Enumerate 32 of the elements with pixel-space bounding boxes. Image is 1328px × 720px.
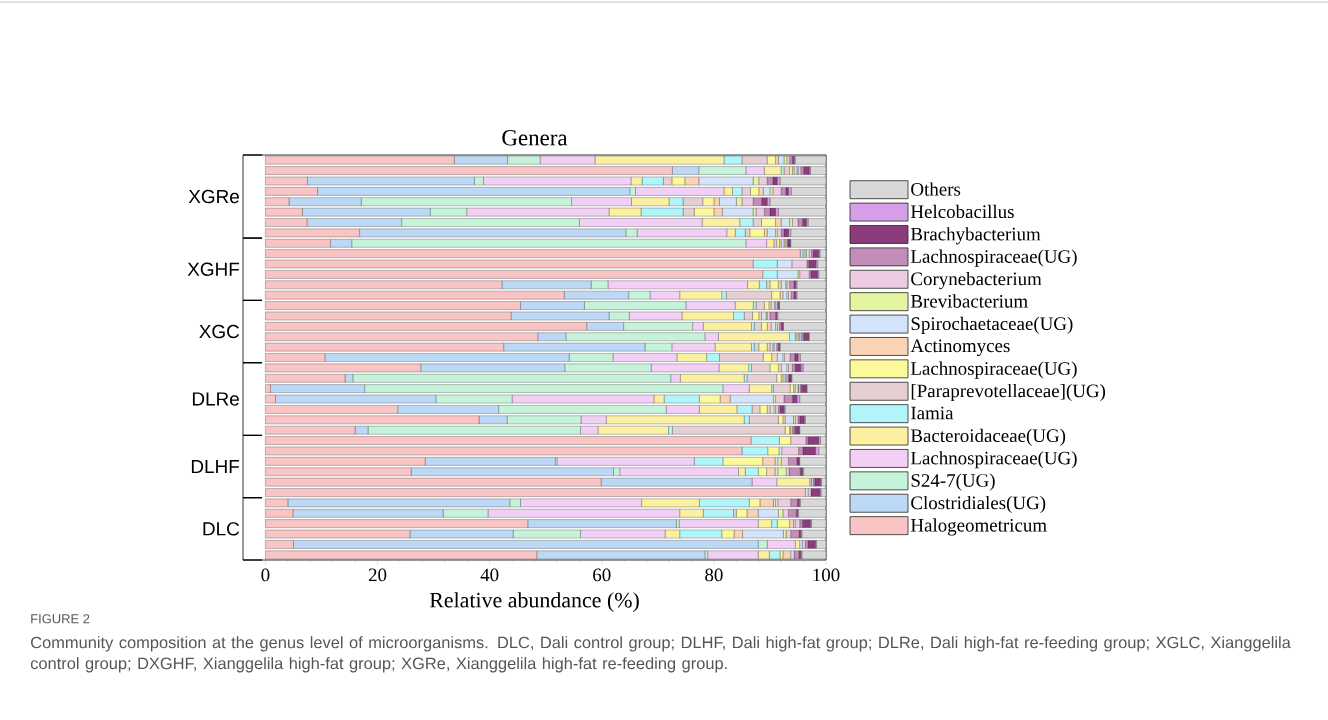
caption: FIGURE 2 xyxy=(31,614,90,624)
x-tick-label: 80 xyxy=(705,568,723,582)
x-tick-label: 60 xyxy=(593,568,611,582)
legend-label: Actinomyces xyxy=(910,339,1010,357)
legend-label: Clostridiales(UG) xyxy=(911,495,1046,514)
legend-label: Corynebacterium xyxy=(911,271,1042,290)
legend-label: Lachnospiraceae(UG) xyxy=(910,249,1077,267)
legend-label: Others xyxy=(911,182,961,196)
text: XGC xyxy=(199,324,240,339)
legend-label: Bacteroidaceae(UG) xyxy=(910,428,1066,446)
x-tick-label: 0 xyxy=(261,568,270,582)
text: Community composition at the genus level of microorganisms. DLC, Dali control group; DLHF, Dali high-fat group; DLRe, Dali high-fat re-feeding group; XGLC, Xianggelila control group; DXGHF, Xianggelila high-fat group; XGRe, Xianggelila high-fat re-feeding group. xyxy=(30,636,1291,673)
x-tick-label: 40 xyxy=(480,568,499,582)
legend-label: [Paraprevotellaceae](UG) xyxy=(911,383,1106,402)
legend-label: Spirochaetaceae(UG) xyxy=(911,316,1073,334)
x-tick-label: 100 xyxy=(813,568,840,582)
text: DLHF xyxy=(191,460,240,474)
legend-label: Helcobacillus xyxy=(910,204,1014,219)
text: DLRe xyxy=(192,392,239,406)
legend-label: S24-7(UG) xyxy=(911,473,995,491)
legend-label: Brachybacterium xyxy=(910,227,1041,245)
x-tick-label: 20 xyxy=(368,568,387,582)
text: DLC xyxy=(203,522,240,536)
x-axis-title: Relative abundance (%) xyxy=(429,592,639,613)
legend-label: Brevibacterium xyxy=(910,294,1028,308)
chart-title: Genera xyxy=(502,130,568,146)
legend-label: Lachnospiraceae(UG) xyxy=(910,451,1077,469)
text: XGRe xyxy=(188,189,239,204)
legend-label: Halogeometricum xyxy=(910,518,1047,536)
text: XGHF xyxy=(187,262,240,276)
legend-label: Iamia xyxy=(911,406,954,420)
legend-label: Lachnospiraceae(UG) xyxy=(910,361,1077,379)
